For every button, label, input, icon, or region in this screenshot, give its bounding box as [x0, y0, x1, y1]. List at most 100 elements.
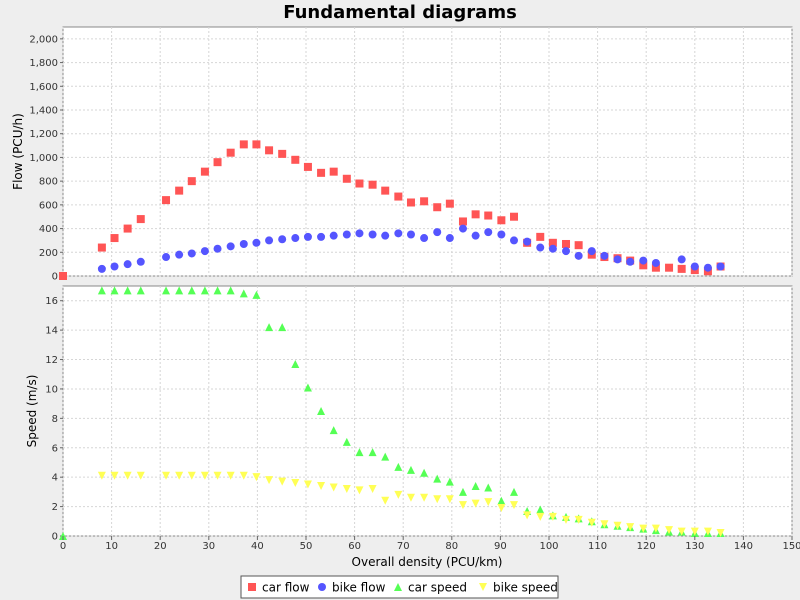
bike-speed-point — [303, 480, 312, 489]
bike-speed-point — [548, 512, 557, 521]
legend-car-speed-marker — [394, 583, 402, 591]
flow-y-tick-label: 1,800 — [29, 58, 58, 69]
car-speed-point — [110, 286, 119, 295]
car-speed-point — [406, 465, 415, 474]
car-speed-point — [433, 474, 442, 483]
bike-flow-point — [703, 263, 712, 272]
bike-flow-point — [123, 260, 132, 269]
bike-speed-point — [265, 476, 274, 485]
car-speed-point — [458, 487, 467, 496]
bike-flow-point — [587, 247, 596, 256]
car-speed-point — [278, 323, 287, 332]
speed-plot-area — [62, 285, 793, 537]
bike-speed-point — [200, 471, 209, 480]
x-tick-label: 30 — [202, 541, 215, 552]
car-flow-point — [562, 239, 571, 248]
car-speed-point — [265, 323, 274, 332]
car-flow-point — [162, 196, 171, 205]
speed-y-tick-label: 10 — [45, 384, 58, 395]
bike-speed-point — [445, 495, 454, 504]
bike-flow-point — [239, 239, 248, 248]
car-speed-point — [213, 286, 222, 295]
x-tick-label: 110 — [588, 541, 607, 552]
car-speed-point — [239, 289, 248, 298]
car-flow-point — [59, 272, 67, 280]
car-flow-point — [406, 198, 415, 207]
bike-flow-point — [471, 231, 480, 240]
flow-y-tick-label: 1,600 — [29, 82, 58, 93]
bike-flow-point — [445, 234, 454, 243]
bike-flow-point — [536, 243, 545, 252]
bike-flow-point — [187, 249, 196, 258]
car-flow-point — [420, 197, 429, 206]
car-flow-point — [110, 234, 119, 243]
bike-speed-point — [562, 515, 571, 524]
bike-flow-point — [278, 235, 287, 244]
car-speed-point — [200, 286, 209, 295]
car-speed-point — [175, 286, 184, 295]
car-flow-point — [265, 146, 274, 155]
speed-y-tick-label: 2 — [52, 502, 58, 513]
car-flow-point — [510, 212, 519, 221]
flow-y-tick-label: 1,200 — [29, 129, 58, 140]
bike-speed-point — [329, 483, 338, 492]
car-speed-point — [394, 462, 403, 471]
car-flow-point — [278, 149, 287, 158]
car-speed-point — [97, 286, 106, 295]
x-tick-label: 70 — [397, 541, 410, 552]
bike-flow-point — [523, 237, 532, 246]
car-speed-point — [355, 448, 364, 457]
chart-title: Fundamental diagrams — [283, 2, 517, 23]
bike-speed-point — [187, 471, 196, 480]
car-flow-point — [651, 263, 660, 272]
car-speed-point — [368, 448, 377, 457]
legend-car-flow-label: car flow — [262, 581, 310, 595]
flow-y-axis-label: Flow (PCU/h) — [11, 113, 25, 190]
bike-flow-point — [497, 230, 506, 239]
car-speed-point — [510, 487, 519, 496]
flow-y-tick-label: 2,000 — [29, 34, 58, 45]
car-speed-point — [445, 477, 454, 486]
bike-flow-point — [548, 244, 557, 253]
car-speed-point — [381, 452, 390, 461]
car-flow-point — [317, 168, 326, 177]
bike-speed-point — [252, 473, 261, 482]
bike-flow-point — [458, 224, 467, 233]
bike-flow-point — [406, 230, 415, 239]
car-flow-point — [677, 264, 686, 273]
bike-flow-point — [562, 247, 571, 256]
x-tick-label: 140 — [734, 541, 753, 552]
car-flow-point — [484, 211, 493, 220]
flow-y-tick-label: 800 — [39, 177, 58, 188]
car-speed-point — [226, 286, 235, 295]
car-flow-point — [639, 261, 648, 270]
bike-speed-point — [175, 471, 184, 480]
bike-flow-point — [510, 236, 519, 245]
bike-speed-point — [639, 524, 648, 533]
bike-flow-point — [317, 232, 326, 241]
bike-flow-point — [162, 253, 171, 262]
bike-flow-point — [226, 242, 235, 251]
car-flow-point — [239, 140, 248, 149]
bike-speed-point — [291, 479, 300, 488]
car-speed-point — [536, 505, 545, 514]
car-flow-point — [433, 203, 442, 212]
bike-speed-point — [406, 493, 415, 502]
speed-grid — [62, 286, 793, 537]
flow-y-tick-label: 400 — [39, 224, 58, 235]
legend-bike-speed-marker — [479, 583, 487, 591]
legend-bike-speed-label: bike speed — [493, 581, 558, 595]
bike-speed-point — [213, 471, 222, 480]
bike-flow-point — [97, 264, 106, 273]
x-tick-label: 10 — [105, 541, 118, 552]
bike-speed-point — [497, 504, 506, 513]
speed-y-ticks: 0 2 4 6 8 10 12 14 16 — [45, 296, 63, 543]
flow-y-tick-label: 200 — [39, 248, 58, 259]
bike-speed-point — [690, 527, 699, 536]
bike-flow-point — [381, 231, 390, 240]
bike-speed-point — [433, 495, 442, 504]
car-flow-point — [445, 199, 454, 208]
flow-y-tick-label: 600 — [39, 200, 58, 211]
